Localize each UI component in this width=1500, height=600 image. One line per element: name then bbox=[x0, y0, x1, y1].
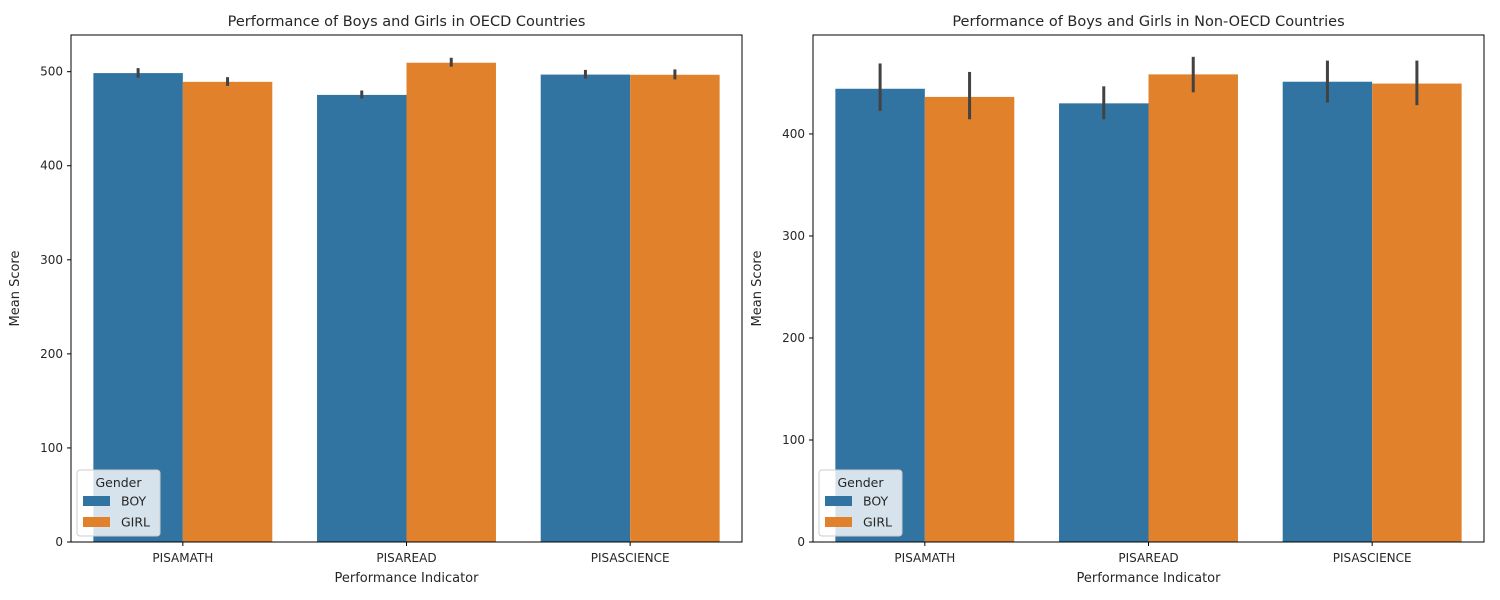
chart-1-x-tick-label: PISASCIENCE bbox=[1333, 551, 1412, 565]
chart-1-y-tick-label: 300 bbox=[782, 229, 805, 243]
chart-0-x-tick-label: PISAREAD bbox=[376, 551, 436, 565]
chart-1-y-axis-label: Mean Score bbox=[750, 251, 765, 327]
chart-0-title: Performance of Boys and Girls in OECD Co… bbox=[228, 14, 586, 30]
chart-0-y-tick-label: 300 bbox=[40, 253, 63, 267]
chart-1-y-tick-label: 0 bbox=[797, 535, 805, 549]
chart-1-legend-label-boy: BOY bbox=[863, 494, 889, 509]
chart-0-y-tick-label: 100 bbox=[40, 441, 63, 455]
chart-1-legend: Gender BOY GIRL bbox=[818, 469, 903, 537]
chart-1-y-tick-label: 100 bbox=[782, 433, 805, 447]
chart-0-bar-boy-pisaread bbox=[317, 94, 407, 542]
chart-1-x-tick-label: PISAREAD bbox=[1118, 551, 1178, 565]
chart-0-y-tick-label: 400 bbox=[40, 159, 63, 173]
chart-0-x-tick-label: PISASCIENCE bbox=[591, 551, 670, 565]
chart-0-bar-boy-pisamath bbox=[93, 73, 183, 542]
chart-0-bar-girl-pisaread bbox=[406, 62, 496, 543]
chart-1-x-tick-label: PISAMATH bbox=[894, 551, 955, 565]
chart-1-bar-boy-pisamath bbox=[835, 88, 925, 542]
chart-1-legend-title: Gender bbox=[837, 475, 884, 490]
chart-0-x-axis-label: Performance Indicator bbox=[335, 571, 480, 586]
chart-0-legend-label-boy: BOY bbox=[121, 494, 147, 509]
chart-1-title: Performance of Boys and Girls in Non-OEC… bbox=[952, 14, 1344, 30]
chart-0-y-tick-label: 200 bbox=[40, 347, 63, 361]
chart-1-bar-girl-pisaread bbox=[1148, 74, 1238, 543]
chart-1-y-tick-label: 400 bbox=[782, 127, 805, 141]
chart-1-legend-swatch-girl bbox=[825, 517, 852, 527]
chart-1-legend-label-girl: GIRL bbox=[863, 515, 892, 530]
chart-0-bar-girl-pisascience bbox=[630, 74, 720, 542]
chart-1-legend-swatch-boy bbox=[825, 496, 852, 506]
chart-0-x-tick-label: PISAMATH bbox=[152, 551, 213, 565]
chart-non-oecd: 0 100 200 300 400 PISAMATH PISAREAD PISASCIENCE… bbox=[750, 14, 1485, 586]
chart-0-legend-label-girl: GIRL bbox=[121, 515, 150, 530]
chart-0-legend-swatch-boy bbox=[83, 496, 110, 506]
chart-0-y-tick-label: 500 bbox=[40, 65, 63, 79]
chart-1-bar-girl-pisamath bbox=[924, 96, 1015, 542]
chart-1-x-axis-label: Performance Indicator bbox=[1077, 571, 1222, 586]
chart-1-bar-boy-pisaread bbox=[1059, 103, 1149, 543]
chart-1-bar-boy-pisascience bbox=[1282, 81, 1373, 542]
chart-0-legend: Gender BOY GIRL bbox=[76, 469, 161, 537]
chart-0-bar-boy-pisascience bbox=[540, 74, 631, 542]
chart-0-y-tick-label: 0 bbox=[55, 535, 63, 549]
chart-0-legend-title: Gender bbox=[95, 475, 142, 490]
chart-0-y-axis-label: Mean Score bbox=[8, 251, 23, 327]
chart-oecd: 0 100 200 300 400 500 PISAMATH PISAREAD PISASCIE… bbox=[8, 14, 743, 586]
chart-0-legend-swatch-girl bbox=[83, 517, 110, 527]
chart-1-y-tick-label: 200 bbox=[782, 331, 805, 345]
chart-1-bar-girl-pisascience bbox=[1372, 83, 1462, 543]
chart-0-bar-girl-pisamath bbox=[182, 81, 273, 542]
